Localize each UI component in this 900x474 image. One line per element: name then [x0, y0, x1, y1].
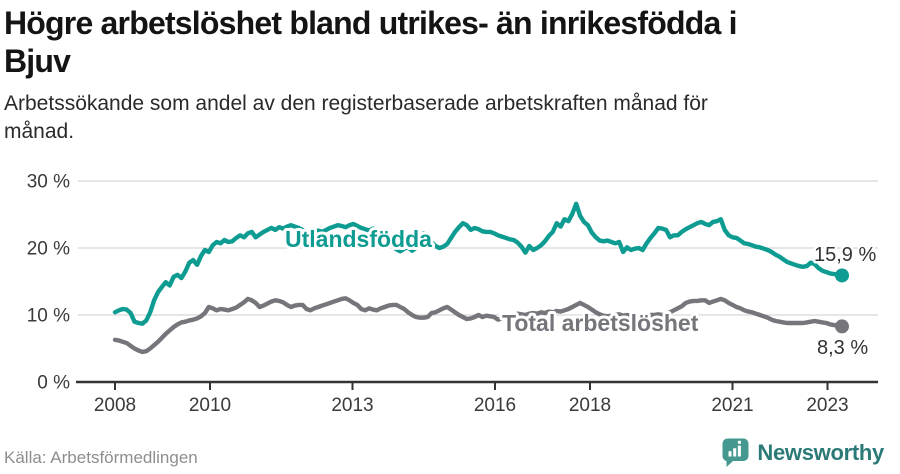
chart-subtitle: Arbetssökande som andel av den registerb… — [4, 90, 844, 146]
page-title: Högre arbetslöshet bland utrikes- än inr… — [4, 4, 890, 80]
label-layer: Utlandsfödda Total arbetslöshet 15,9 % 8,3 … — [282, 223, 879, 362]
logo-wordmark: Newsworthy — [757, 439, 884, 465]
subtitle-line-2: månad. — [4, 120, 75, 143]
series-label-total: Total arbetslöshet — [502, 310, 699, 336]
x-tick-label: 2016 — [474, 395, 516, 416]
source-credit: Källa: Arbetsförmedlingen — [4, 448, 198, 467]
series-line-total — [112, 296, 845, 355]
subtitle-line-1: Arbetssökande som andel av den registerb… — [4, 92, 708, 115]
x-tick-label: 2018 — [569, 395, 611, 416]
axis-layer: 0 % 10 % 20 % 30 % 2008 2010 2013 2016 2018 2021 2… — [27, 172, 878, 416]
title-line-2: Bjuv — [4, 43, 71, 79]
title-line-1: Högre arbetslöshet bland utrikes- än inr… — [4, 5, 738, 41]
newsworthy-logo: Newsworthy — [721, 437, 884, 468]
series-end-dot-total — [835, 319, 849, 334]
x-tick-label: 2008 — [94, 395, 136, 416]
series-line-utlandsfodda — [112, 201, 845, 326]
series-layer — [112, 201, 849, 355]
series-end-dot-utlandsfodda — [835, 268, 849, 283]
y-tick-label: 10 % — [27, 306, 70, 327]
end-value-label-total: 8,3 % — [817, 337, 868, 359]
x-tick-label: 2010 — [189, 395, 231, 416]
y-tick-label: 30 % — [27, 172, 70, 193]
series-label-utlandsfodda: Utlandsfödda — [285, 226, 432, 252]
x-tick-label: 2021 — [711, 395, 753, 416]
x-tick-label: 2013 — [331, 395, 373, 416]
y-tick-label: 20 % — [27, 239, 70, 260]
end-value-label-utlandsfodda: 15,9 % — [814, 244, 876, 266]
x-tick-label: 2023 — [806, 395, 848, 416]
newsworthy-bubble-chart-icon — [722, 438, 749, 467]
y-tick-label: 0 % — [37, 373, 70, 394]
